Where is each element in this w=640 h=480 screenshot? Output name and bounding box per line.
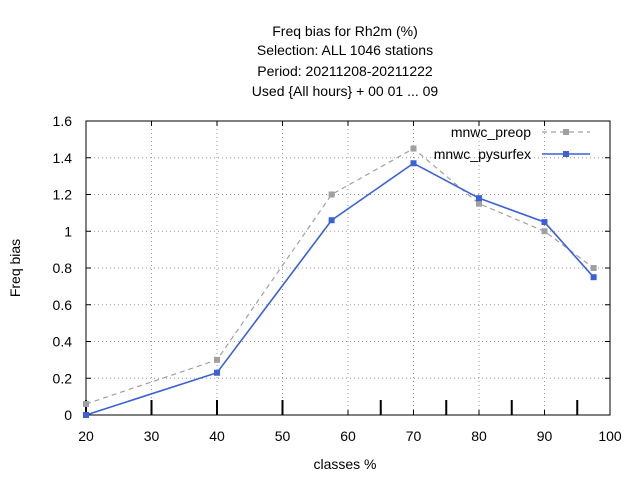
legend-marker-mnwc_preop <box>563 129 569 135</box>
legend: mnwc_preop mnwc_pysurfex <box>434 124 590 162</box>
data-point-mnwc_preop <box>83 400 89 407</box>
legend-label-mnwc_preop: mnwc_preop <box>451 124 531 140</box>
title-line-4: Used {All hours} + 00 01 ... 09 <box>252 83 439 99</box>
x-tick-label: 60 <box>340 428 356 444</box>
x-tick-label: 90 <box>537 428 553 444</box>
x-tick-label: 50 <box>275 428 291 444</box>
y-tick-labels: 0 0.2 0.4 0.6 0.8 1 1.2 1.4 1.6 <box>53 113 73 423</box>
x-tick-labels: 20 30 40 50 60 70 80 90 100 <box>78 428 622 444</box>
y-tick-label: 1.2 <box>53 187 73 203</box>
x-tick-label: 80 <box>471 428 487 444</box>
observation-class-marks <box>85 400 579 415</box>
x-tick-label: 30 <box>144 428 160 444</box>
data-point-mnwc_preop <box>410 145 417 152</box>
legend-label-mnwc_pysurfex: mnwc_pysurfex <box>434 146 531 162</box>
y-tick-label: 1.6 <box>53 113 73 129</box>
y-tick-label: 1 <box>64 223 72 239</box>
title-line-3: Period: 20211208-20211222 <box>257 63 433 79</box>
x-tick-label: 40 <box>209 428 225 444</box>
x-tick-label: 100 <box>598 428 622 444</box>
y-axis-label: Freq bias <box>7 239 23 297</box>
data-point-mnwc_preop <box>590 265 597 271</box>
x-tick-label: 70 <box>406 428 422 444</box>
x-tick-label: 20 <box>78 428 94 444</box>
data-point-mnwc_pysurfex <box>328 217 335 224</box>
data-point-mnwc_pysurfex <box>476 195 482 202</box>
data-point-mnwc_pysurfex <box>214 369 220 376</box>
legend-marker-mnwc_pysurfex <box>563 151 569 157</box>
data-point-mnwc_preop <box>328 191 335 198</box>
data-point-mnwc_preop <box>476 200 482 207</box>
data-point-mnwc_pysurfex <box>83 412 89 418</box>
x-axis-label: classes % <box>313 456 376 472</box>
chart-title: Freq bias for Rh2m (%) Selection: ALL 10… <box>252 23 439 99</box>
y-tick-label: 0.4 <box>53 334 73 350</box>
title-line-2: Selection: ALL 1046 stations <box>257 42 433 58</box>
series-layer <box>83 145 597 418</box>
y-tick-label: 1.4 <box>53 150 73 166</box>
data-point-mnwc_pysurfex <box>590 274 597 281</box>
title-line-1: Freq bias for Rh2m (%) <box>272 23 417 39</box>
data-point-mnwc_pysurfex <box>541 219 548 226</box>
y-tick-label: 0.2 <box>53 370 73 386</box>
data-point-mnwc_preop <box>541 228 548 235</box>
y-tick-label: 0.6 <box>53 297 73 313</box>
y-tick-label: 0 <box>64 407 72 423</box>
grid <box>86 121 610 415</box>
data-point-mnwc_pysurfex <box>410 160 417 167</box>
y-tick-label: 0.8 <box>53 260 73 276</box>
data-point-mnwc_preop <box>214 356 220 363</box>
series-line-mnwc_pysurfex <box>85 162 595 416</box>
series-line-mnwc_preop <box>85 147 594 405</box>
